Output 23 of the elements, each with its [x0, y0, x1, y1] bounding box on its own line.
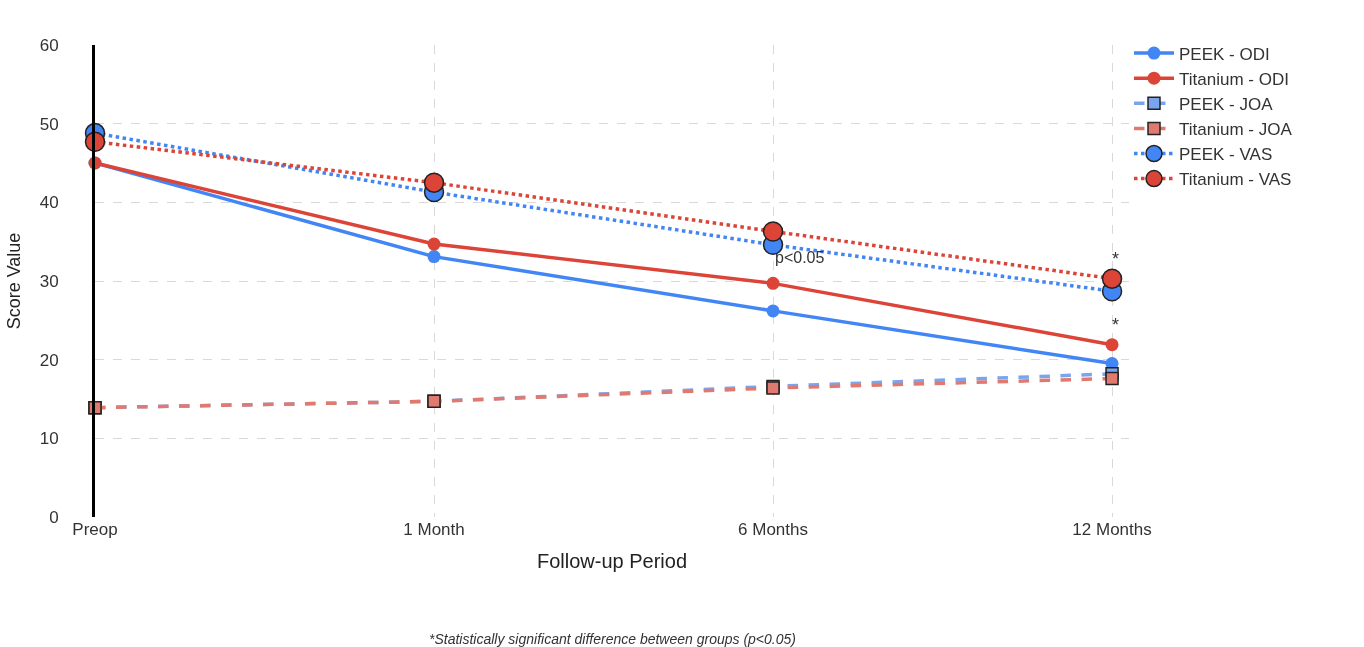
legend-label: PEEK - ODI — [1179, 44, 1270, 64]
y-tick-label: 40 — [39, 193, 59, 213]
x-tick-label: 6 Months — [738, 520, 808, 539]
annotation: * — [1112, 249, 1120, 269]
y-tick-label: 60 — [39, 35, 59, 55]
y-tick-label: 50 — [39, 114, 59, 134]
x-tick-label: 12 Months — [1072, 520, 1152, 539]
y-axis-title: Score Value — [3, 232, 24, 330]
x-tick-label: Preop — [72, 520, 118, 539]
annotation: * — [1112, 315, 1120, 335]
y-tick-label: 30 — [39, 271, 59, 291]
legend-label: PEEK - VAS — [1179, 145, 1273, 165]
legend-label: Titanium - ODI — [1179, 69, 1289, 89]
text: *Statistically significant difference between groups (p<0.05) — [429, 631, 796, 647]
annotation: p<0.05 — [775, 249, 825, 266]
legend-label: Titanium - JOA — [1179, 120, 1293, 140]
x-axis-title: Follow-up Period — [536, 549, 688, 572]
legend-label: Titanium - VAS — [1179, 170, 1292, 190]
legend-label: PEEK - JOA — [1179, 94, 1274, 114]
y-tick-label: 20 — [39, 350, 59, 370]
y-tick-label: 10 — [39, 429, 59, 449]
x-tick-label: 1 Month — [403, 520, 465, 539]
y-tick-label: 0 — [49, 507, 59, 527]
